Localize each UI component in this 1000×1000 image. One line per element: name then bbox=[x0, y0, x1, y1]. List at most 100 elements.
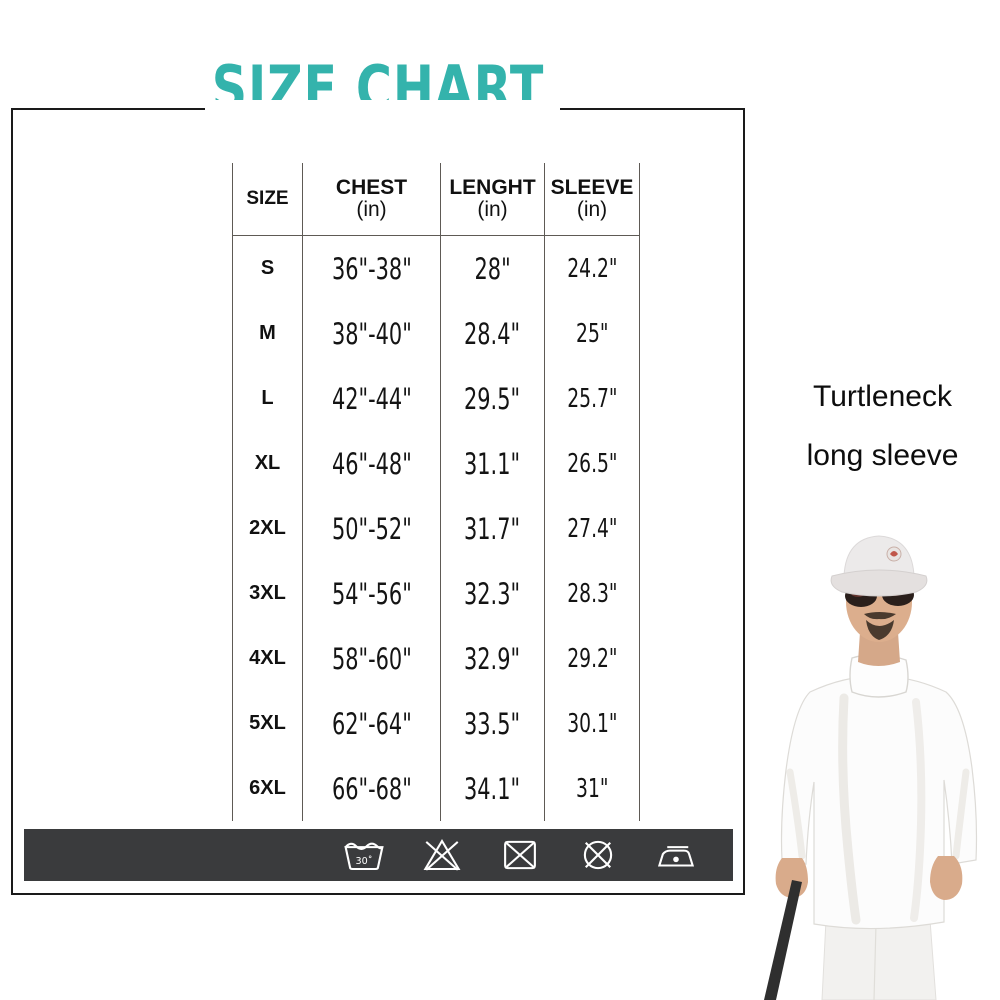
cell-chest-value: 58"-60" bbox=[331, 641, 412, 676]
cell-sleeve: 24.2" bbox=[544, 235, 640, 301]
cell-length: 29.5" bbox=[440, 366, 545, 431]
cell-size: 4XL bbox=[232, 626, 303, 691]
frame-title-gap bbox=[205, 100, 560, 118]
cell-sleeve: 27.4" bbox=[544, 496, 640, 561]
cell-chest: 66"-68" bbox=[302, 756, 441, 821]
cell-sleeve: 25" bbox=[544, 301, 640, 366]
cell-size: XL bbox=[232, 431, 303, 496]
product-description-line-1: Turtleneck bbox=[813, 380, 952, 413]
column-header-length-unit: (in) bbox=[477, 198, 508, 221]
cell-length-value: 31.1" bbox=[464, 446, 521, 481]
table-row: L 42"-44" 29.5" 25.7" bbox=[232, 366, 640, 431]
cell-length: 32.9" bbox=[440, 626, 545, 691]
table-row: 2XL 50"-52" 31.7" 27.4" bbox=[232, 496, 640, 561]
cell-chest-value: 66"-68" bbox=[331, 771, 412, 806]
cell-sleeve: 29.2" bbox=[544, 626, 640, 691]
table-row: 3XL 54"-56" 32.3" 28.3" bbox=[232, 561, 640, 626]
size-table-body: S 36"-38" 28" 24.2" M 38"-40" 28.4" 25" L 42"-44"… bbox=[232, 235, 640, 821]
cell-size: S bbox=[232, 235, 303, 301]
cell-length: 32.3" bbox=[440, 561, 545, 626]
size-table: SIZE CHEST (in) LENGHT (in) SLEEVE (in) … bbox=[232, 163, 640, 821]
column-header-size-label: SIZE bbox=[246, 188, 289, 210]
cell-length-value: 28.4" bbox=[464, 316, 521, 351]
cell-chest-value: 42"-44" bbox=[331, 381, 412, 416]
do-not-dry-clean-icon bbox=[583, 840, 613, 870]
cell-length-value: 32.9" bbox=[464, 641, 521, 676]
cell-size: L bbox=[232, 366, 303, 431]
cell-length-value: 29.5" bbox=[464, 381, 521, 416]
wash-temp-label: 30˚ bbox=[355, 855, 372, 867]
cell-sleeve-value: 27.4" bbox=[566, 514, 618, 544]
cell-sleeve: 28.3" bbox=[544, 561, 640, 626]
cell-sleeve-value: 24.2" bbox=[566, 254, 618, 284]
cell-sleeve-value: 29.2" bbox=[566, 644, 618, 674]
cell-chest: 54"-56" bbox=[302, 561, 441, 626]
cell-chest-value: 38"-40" bbox=[331, 316, 412, 351]
product-description-line-2: long sleeve bbox=[806, 438, 959, 472]
cell-chest: 62"-64" bbox=[302, 691, 441, 756]
cell-length: 28" bbox=[440, 235, 545, 301]
cell-length-value: 31.7" bbox=[464, 511, 521, 546]
table-row: S 36"-38" 28" 24.2" bbox=[232, 235, 640, 301]
do-not-bleach-icon bbox=[423, 838, 461, 871]
table-row: 4XL 58"-60" 32.9" 29.2" bbox=[232, 626, 640, 691]
cell-length-value: 33.5" bbox=[464, 706, 521, 741]
cell-chest-value: 50"-52" bbox=[331, 511, 412, 546]
table-row: M 38"-40" 28.4" 25" bbox=[232, 301, 640, 366]
cell-chest: 38"-40" bbox=[302, 301, 441, 366]
column-header-length: LENGHT (in) bbox=[440, 163, 545, 236]
table-row: XL 46"-48" 31.1" 26.5" bbox=[232, 431, 640, 496]
cell-length: 31.1" bbox=[440, 431, 545, 496]
cell-sleeve-value: 31" bbox=[575, 774, 609, 804]
cell-length: 34.1" bbox=[440, 756, 545, 821]
cell-length: 33.5" bbox=[440, 691, 545, 756]
table-row: 6XL 66"-68" 34.1" 31" bbox=[232, 756, 640, 821]
column-header-chest-unit: (in) bbox=[356, 198, 387, 221]
cell-length: 28.4" bbox=[440, 301, 545, 366]
cell-chest-value: 54"-56" bbox=[331, 576, 412, 611]
cell-sleeve: 26.5" bbox=[544, 431, 640, 496]
iron-low-icon bbox=[657, 846, 695, 867]
cell-size: M bbox=[232, 301, 303, 366]
column-header-sleeve-label: SLEEVE bbox=[550, 176, 634, 200]
cell-chest-value: 62"-64" bbox=[331, 706, 412, 741]
do-not-tumble-dry-icon bbox=[504, 840, 536, 870]
cell-length-value: 32.3" bbox=[464, 576, 521, 611]
cell-length-value: 34.1" bbox=[464, 771, 521, 806]
column-header-sleeve-unit: (in) bbox=[576, 198, 608, 221]
cell-length: 31.7" bbox=[440, 496, 545, 561]
cell-sleeve: 30.1" bbox=[544, 691, 640, 756]
column-header-sleeve: SLEEVE (in) bbox=[544, 163, 640, 236]
column-header-chest: CHEST (in) bbox=[302, 163, 441, 236]
care-instructions-strip: 30˚ bbox=[24, 829, 733, 881]
cell-sleeve-value: 26.5" bbox=[566, 449, 618, 479]
table-row: 5XL 62"-64" 33.5" 30.1" bbox=[232, 691, 640, 756]
cell-sleeve: 25.7" bbox=[544, 366, 640, 431]
cell-sleeve-value: 25" bbox=[575, 319, 609, 349]
table-header-row: SIZE CHEST (in) LENGHT (in) SLEEVE (in) bbox=[232, 163, 640, 236]
column-header-length-label: LENGHT bbox=[449, 176, 536, 200]
column-header-size: SIZE bbox=[232, 163, 303, 236]
model-illustration bbox=[764, 535, 978, 1000]
product-description: Turtleneck long sleeve bbox=[775, 368, 990, 485]
cell-size: 3XL bbox=[232, 561, 303, 626]
wash-30-icon: 30˚ bbox=[344, 842, 384, 871]
model-photo bbox=[748, 520, 1000, 1000]
cell-chest: 58"-60" bbox=[302, 626, 441, 691]
cell-sleeve-value: 30.1" bbox=[566, 709, 618, 739]
cell-chest: 50"-52" bbox=[302, 496, 441, 561]
cell-chest: 42"-44" bbox=[302, 366, 441, 431]
cell-chest: 46"-48" bbox=[302, 431, 441, 496]
cell-sleeve-value: 28.3" bbox=[566, 579, 618, 609]
cell-size: 5XL bbox=[232, 691, 303, 756]
cell-chest-value: 36"-38" bbox=[331, 251, 412, 286]
cell-length-value: 28" bbox=[474, 251, 511, 286]
cell-chest: 36"-38" bbox=[302, 235, 441, 301]
cell-size: 2XL bbox=[232, 496, 303, 561]
cell-sleeve-value: 25.7" bbox=[566, 384, 618, 414]
size-table-container: SIZE CHEST (in) LENGHT (in) SLEEVE (in) … bbox=[232, 163, 640, 821]
cell-chest-value: 46"-48" bbox=[331, 446, 412, 481]
column-header-chest-label: CHEST bbox=[335, 176, 408, 200]
cell-size: 6XL bbox=[232, 756, 303, 821]
cell-sleeve: 31" bbox=[544, 756, 640, 821]
